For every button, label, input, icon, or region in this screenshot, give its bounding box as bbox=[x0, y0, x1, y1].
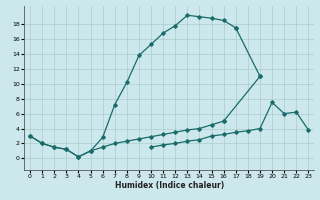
X-axis label: Humidex (Indice chaleur): Humidex (Indice chaleur) bbox=[115, 181, 224, 190]
